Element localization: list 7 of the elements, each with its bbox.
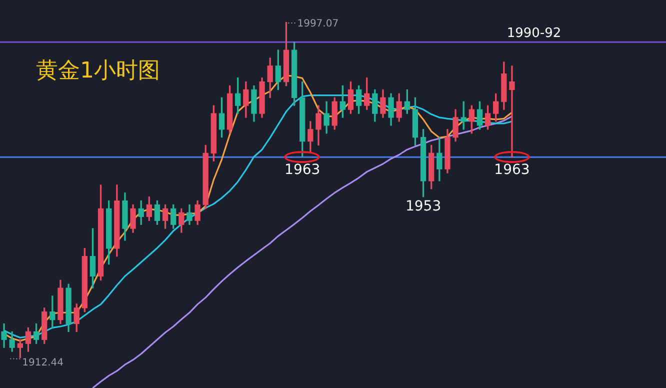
annotation: 1963 [494,162,530,178]
annotation: 1963 [284,162,320,178]
annotation: 1997.07 [297,18,339,30]
text: 黄金1小时图 [36,58,160,84]
annotation: 1953 [405,198,442,214]
annotation: 1990-92 [506,26,562,41]
annotation: 1912.44 [22,357,64,368]
